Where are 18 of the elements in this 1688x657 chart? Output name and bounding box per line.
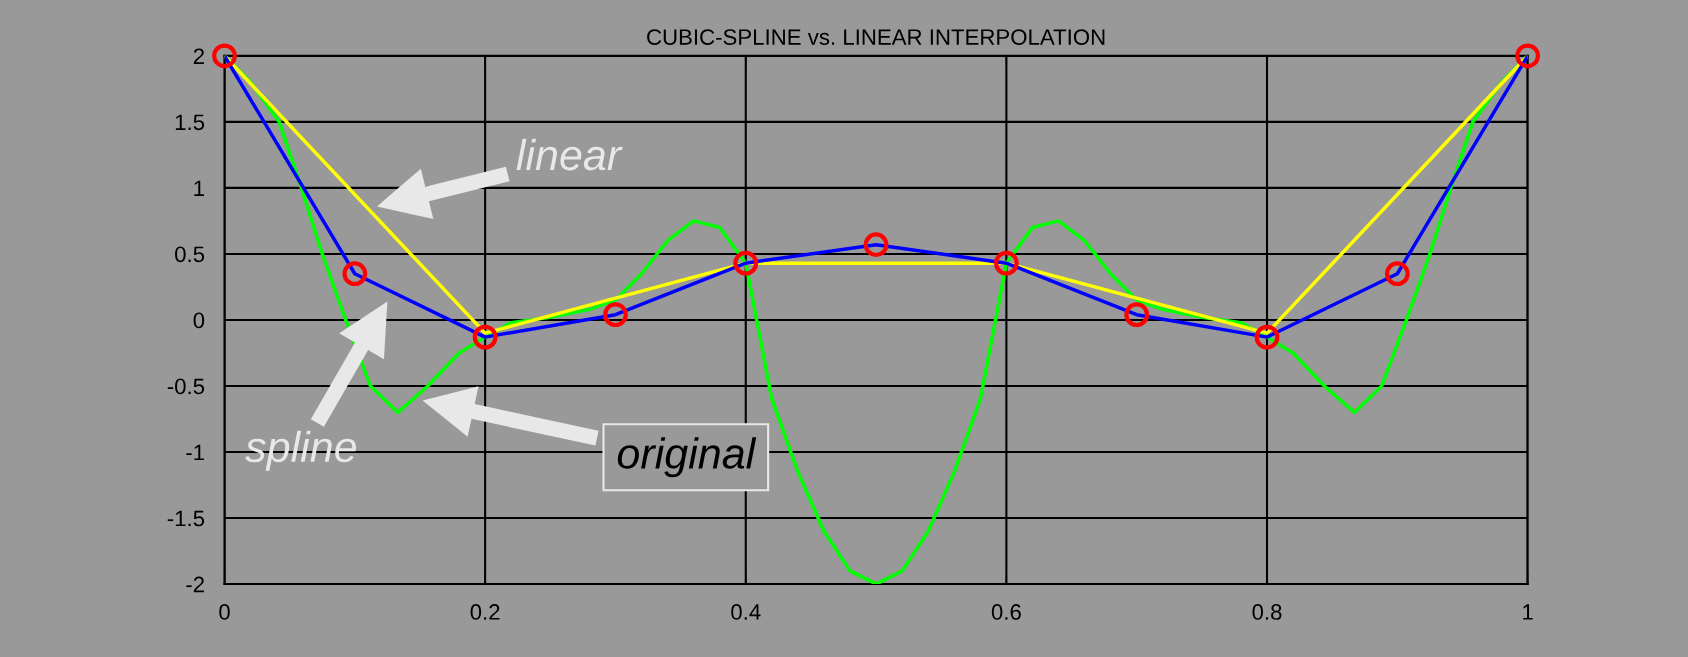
y-tick-label: -2 bbox=[186, 576, 204, 593]
annotation: original bbox=[617, 437, 757, 478]
y-tick-label: -1.5 bbox=[167, 510, 205, 527]
y-tick-label: 2 bbox=[193, 48, 204, 64]
chart-title: CUBIC-SPLINE vs. LINEAR INTERPOLATION bbox=[647, 29, 1105, 45]
x-tick-label: 0.4 bbox=[731, 604, 761, 620]
x-tick-label: 0.6 bbox=[991, 604, 1021, 620]
y-tick-label: 1 bbox=[194, 180, 204, 196]
y-tick-label: 0.5 bbox=[175, 246, 205, 263]
x-tick-label: 1 bbox=[1523, 604, 1533, 620]
x-tick-label: 0 bbox=[219, 604, 230, 620]
y-tick-label: 1.5 bbox=[175, 114, 205, 131]
x-tick-label: 0.2 bbox=[470, 604, 500, 620]
y-tick-label: -1 bbox=[186, 444, 204, 461]
x-tick-label: 0.8 bbox=[1252, 604, 1282, 620]
y-tick-label: -0.5 bbox=[167, 378, 205, 395]
y-tick-label: 0 bbox=[193, 312, 205, 329]
annotation: linear bbox=[516, 138, 623, 171]
